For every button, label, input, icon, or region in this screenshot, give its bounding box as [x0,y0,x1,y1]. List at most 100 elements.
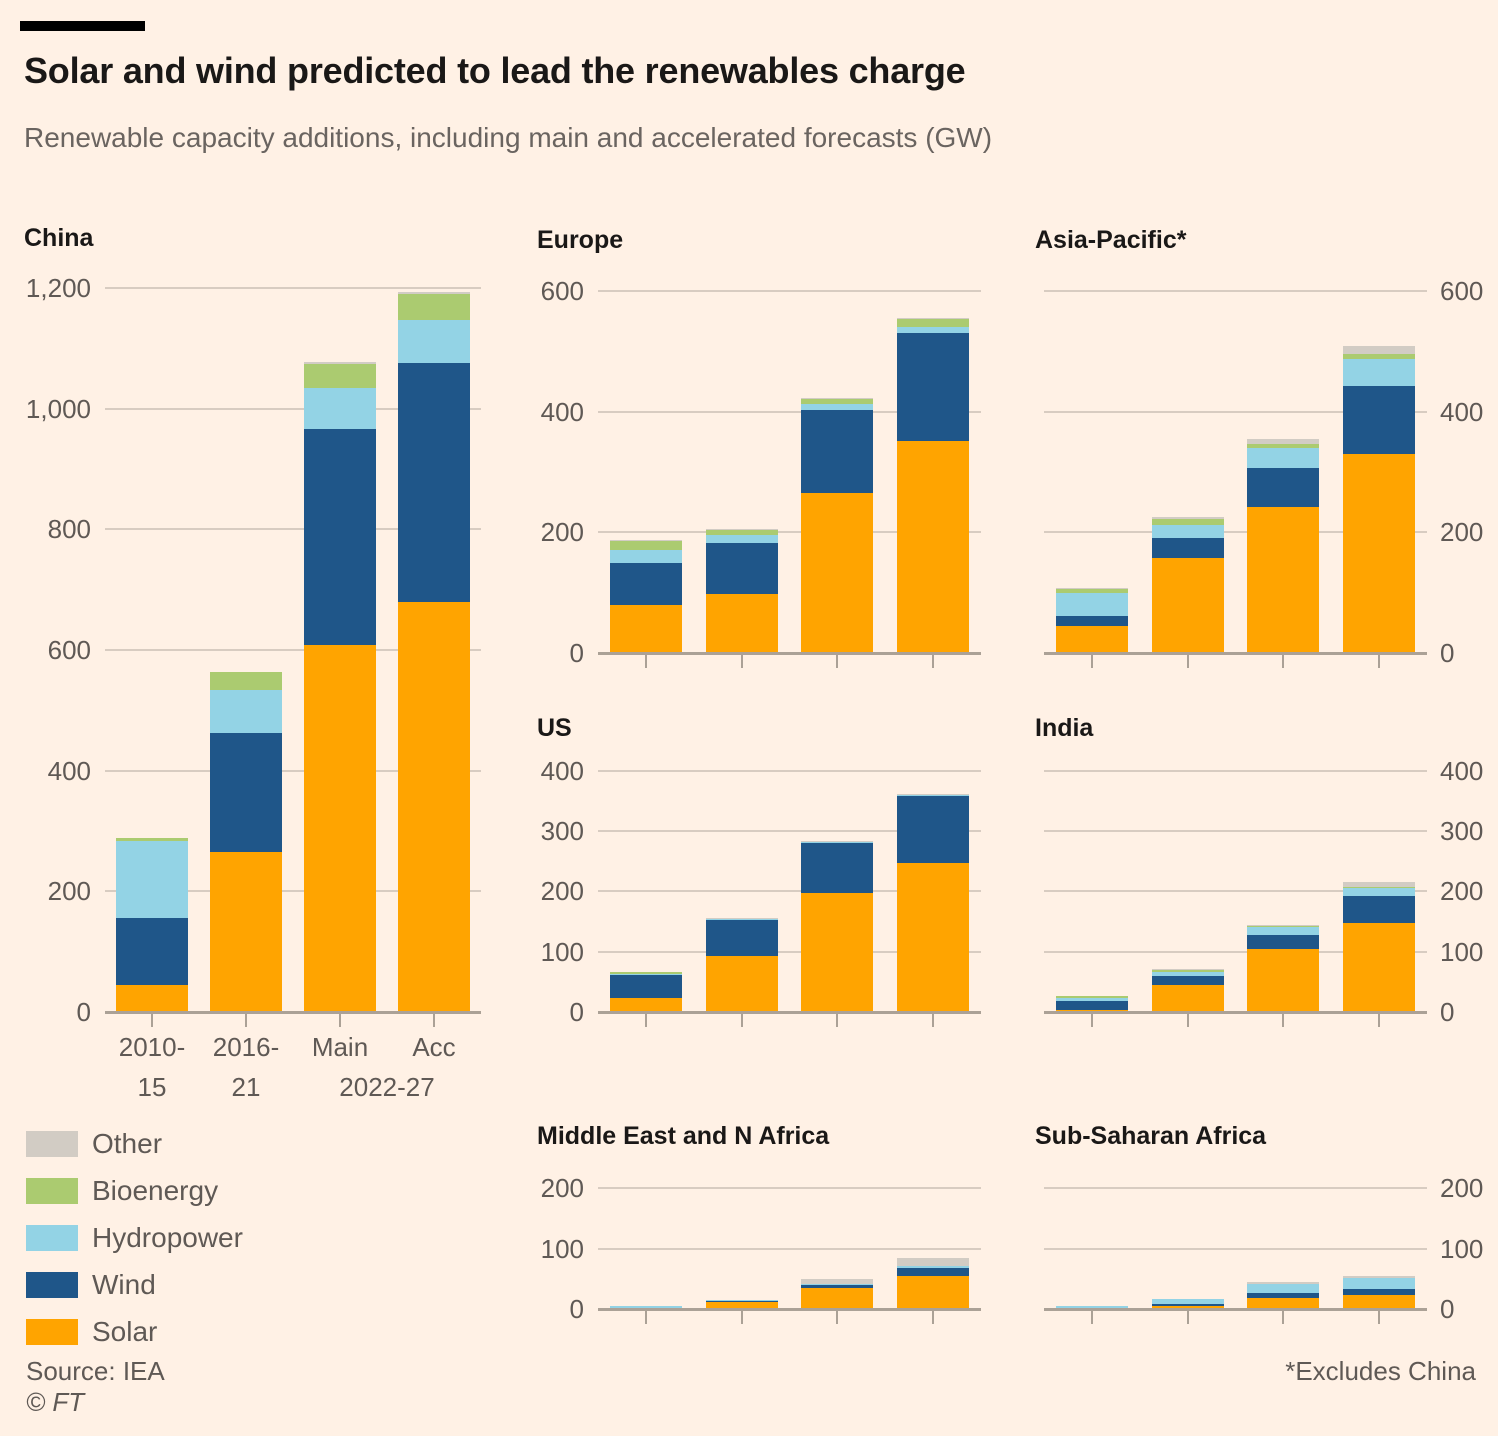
y-axis-label: 400 [540,397,584,427]
legend-swatch-wind [26,1272,78,1298]
x-axis-line [105,1011,481,1014]
chart-title-mena: Middle East and N Africa [537,1122,830,1150]
bar-segment-wind [1343,896,1415,923]
chart-title-ssa: Sub-Saharan Africa [1035,1122,1267,1150]
y-axis-label: 0 [1440,638,1455,668]
chart-title-india: India [1035,714,1094,742]
excludes-note: *Excludes China [1285,1356,1476,1386]
bar-segment-wind [1152,976,1224,985]
legend-item-wind: Wind [26,1269,243,1301]
bar-segment-solar [304,645,376,1012]
bar-segment-solar [897,441,969,653]
bar-segment-solar [1056,626,1128,653]
x-axis-label: 15 [137,1072,167,1102]
x-axis-tick [1187,1311,1189,1324]
x-axis-line [598,652,981,655]
bar-segment-bioenergy [1247,444,1319,448]
legend-label: Bioenergy [92,1175,219,1206]
y-axis-label: 0 [569,1294,584,1324]
bar-segment-hydropower [1056,1306,1128,1308]
bar-segment-hydropower [897,1266,969,1268]
bar-segment-solar [1247,949,1319,1012]
bar-segment-other [1247,925,1319,926]
bar-segment-wind [210,733,282,852]
y-axis-label: 0 [1440,997,1455,1027]
bar-segment-bioenergy [1343,354,1415,359]
y-axis-label: 200 [1440,1173,1484,1203]
y-axis-label: 200 [540,876,584,906]
x-axis-line [598,1011,981,1014]
bar-segment-wind [801,843,873,893]
y-axis-label: 400 [1440,756,1484,786]
bar-segment-hydropower [210,690,282,733]
bar-segment-wind [304,429,376,645]
x-axis-tick [1091,655,1093,668]
y-axis-label: 600 [1440,276,1484,306]
bar-segment-other [398,292,470,294]
y-axis-label: 200 [540,517,584,547]
x-axis-tick [1378,1014,1380,1027]
x-axis-tick [151,1014,153,1027]
bar-segment-other [801,841,873,842]
legend-label: Wind [92,1269,156,1300]
bar-segment-wind [801,410,873,493]
bar-segment-other [610,540,682,541]
bar-segment-solar [1152,985,1224,1012]
bar-segment-solar [801,493,873,653]
bar-segment-other [706,529,778,530]
y-axis-label: 200 [1440,517,1484,547]
y-axis-label: 1,200 [25,273,91,303]
gridline [1044,890,1427,892]
bar-segment-wind [1343,386,1415,454]
bar-segment-other [304,362,376,364]
x-axis-tick [1091,1311,1093,1324]
bar-segment-wind [897,1268,969,1276]
x-axis-label: 2010- [118,1032,186,1062]
bar-segment-wind [1247,1293,1319,1298]
y-axis-label: 1,000 [25,394,91,424]
legend-swatch-solar [26,1319,78,1345]
gridline [598,1248,981,1250]
bar-segment-solar [706,956,778,1012]
bar-segment-bioenergy [801,399,873,404]
bar-segment-bioenergy [1056,996,1128,998]
bar-segment-hydropower [398,320,470,363]
x-axis-tick [645,1014,647,1027]
y-axis-label: 200 [1440,876,1484,906]
bar-segment-solar [897,1276,969,1309]
legend-label: Other [92,1128,163,1159]
x-axis-tick [1282,1311,1284,1324]
x-axis-tick [741,1014,743,1027]
bar-segment-hydropower [706,919,778,920]
x-axis-tick [932,1014,934,1027]
y-axis-label: 300 [1440,816,1484,846]
x-axis-tick [1187,655,1189,668]
legend-item-bioenergy: Bioenergy [26,1175,243,1207]
legend-label: Solar [92,1316,158,1347]
bar-segment-hydropower [1343,359,1415,386]
ft-credit: © FT [26,1387,85,1417]
bar-segment-hydropower [610,1306,682,1308]
x-axis-tick [1282,1014,1284,1027]
bar-segment-wind [1152,538,1224,558]
gridline [598,830,981,832]
chart-title-us: US [537,714,572,742]
bar-segment-hydropower [1247,448,1319,468]
gridline [598,890,981,892]
legend-swatch-hydropower [26,1225,78,1251]
x-axis-label: Main [311,1032,369,1062]
y-axis-label: 600 [540,276,584,306]
bar-segment-solar [116,985,188,1012]
x-axis-line [1044,1308,1427,1311]
bar-segment-bioenergy [706,529,778,535]
y-axis-label: 200 [540,1173,584,1203]
legend-item-other: Other [26,1128,243,1160]
bar-segment-solar [1343,923,1415,1012]
bar-segment-other [1152,517,1224,519]
bar-segment-solar [1152,1306,1224,1309]
bar-segment-bioenergy [1343,887,1415,888]
bar-segment-hydropower [1343,1278,1415,1289]
bar-segment-wind [706,1301,778,1302]
gridline [1044,290,1427,292]
bar-segment-other [1343,882,1415,887]
